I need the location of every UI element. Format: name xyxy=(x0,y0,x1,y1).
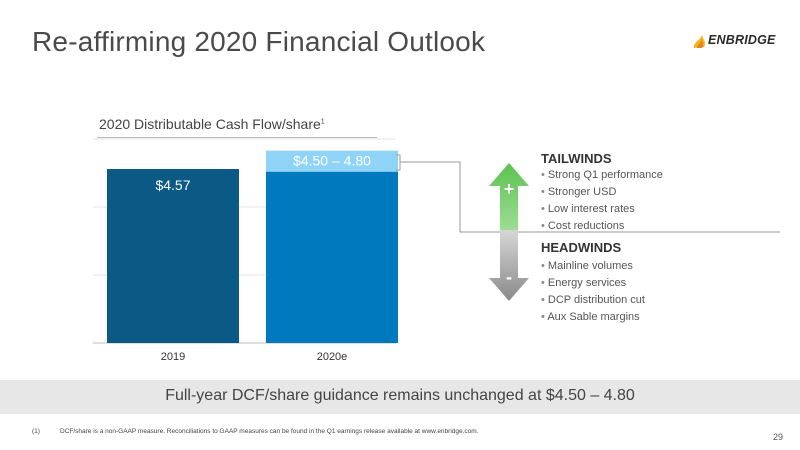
tailwinds-heading: TAILWINDS xyxy=(541,151,612,166)
footnote: (1) DCF/share is a non-GAAP measure. Reco… xyxy=(32,428,479,435)
bar-2020e xyxy=(266,171,398,343)
list-item: DCP distribution cut xyxy=(541,292,645,309)
tailwinds-list: Strong Q1 performance Stronger USD Low i… xyxy=(541,167,663,235)
list-item: Energy services xyxy=(541,275,645,292)
minus-icon: - xyxy=(506,267,512,287)
list-item: Aux Sable margins xyxy=(541,309,645,326)
enbridge-logo: ENBRIDGE xyxy=(690,32,776,52)
chart-title-footnote-mark: 1 xyxy=(320,118,325,126)
chart-title: 2020 Distributable Cash Flow/share1 xyxy=(99,116,325,132)
slide-title: Re-affirming 2020 Financial Outlook xyxy=(32,26,486,57)
headwinds-heading: HEADWINDS xyxy=(541,240,622,255)
footnote-text: DCF/share is a non-GAAP measure. Reconci… xyxy=(60,428,479,435)
list-item: Strong Q1 performance xyxy=(541,167,663,184)
headwind-down-arrow xyxy=(489,230,529,301)
x-tick-label: 2019 xyxy=(161,351,185,363)
tailwind-up-arrow xyxy=(489,163,529,230)
enbridge-flame-icon xyxy=(693,35,706,48)
list-item: Low interest rates xyxy=(541,201,663,218)
chart-title-text: 2020 Distributable Cash Flow/share xyxy=(99,116,321,132)
data-label-2020e: $4.50 – 4.80 xyxy=(293,153,371,169)
headwinds-list: Mainline volumes Energy services DCP dis… xyxy=(541,258,645,326)
dcf-bar-chart: $4.57 $4.50 – 4.80 2019 2020e + - xyxy=(93,138,780,363)
logo-wordmark: ENBRIDGE xyxy=(708,33,776,47)
list-item: Cost reductions xyxy=(541,218,663,235)
data-label-2019: $4.57 xyxy=(155,177,190,193)
list-item: Stronger USD xyxy=(541,184,663,201)
footnote-number: (1) xyxy=(32,428,40,435)
guidance-banner-text: Full-year DCF/share guidance remains unc… xyxy=(165,387,635,404)
chart-title-rule xyxy=(97,137,377,138)
range-bar-2020e xyxy=(266,150,398,172)
list-item: Mainline volumes xyxy=(541,258,645,275)
bar-2019 xyxy=(107,169,239,343)
page-number: 29 xyxy=(773,432,784,442)
x-tick-label: 2020e xyxy=(317,351,348,363)
plus-icon: + xyxy=(504,179,515,199)
guidance-banner: Full-year DCF/share guidance remains unc… xyxy=(0,380,800,414)
